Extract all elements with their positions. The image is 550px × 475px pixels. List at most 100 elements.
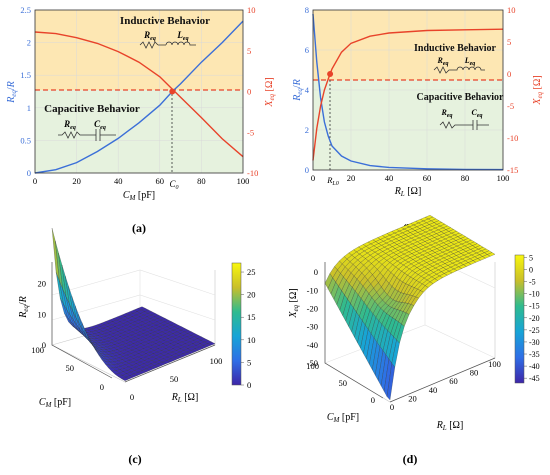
panel-a-label: (a) bbox=[132, 221, 146, 235]
panel-b-inductive-label: Inductive Behavior bbox=[414, 43, 497, 54]
panel-c-x-tick-label: 100 bbox=[210, 356, 223, 366]
panel-a-x-tick-label: 0 bbox=[33, 176, 37, 186]
panel-d-zlabel: Xeq [Ω] bbox=[288, 288, 300, 318]
panel-a-capacitor-symbol bbox=[58, 129, 116, 141]
panel-d-colorbar-tick-label: 5 bbox=[529, 253, 533, 262]
panel-d-x-tick-label: 0 bbox=[390, 402, 394, 412]
panel-c-colorbar-tick-label: 20 bbox=[247, 290, 256, 300]
panel-d-x-tick-label: 40 bbox=[429, 385, 438, 395]
panel-b-yright-tick-label: 10 bbox=[507, 5, 516, 15]
panel-d-axis-lines bbox=[324, 262, 496, 403]
panel-c-zlabel: Req/R bbox=[18, 296, 30, 319]
panel-d-x-tick-label: 20 bbox=[408, 393, 417, 403]
panel-d-z-tick-label: -10 bbox=[307, 285, 318, 295]
panel-d-y-tick-label: 100 bbox=[306, 361, 319, 371]
panel-a-ticks: 0 20 40 60 80 100 0 0.5 1 1.5 2 2.5 -10 -5 0 5 10 C0 bbox=[20, 5, 258, 191]
panel-b-x-tick-label: 60 bbox=[423, 173, 432, 183]
panel-d-x-tick-label: 80 bbox=[470, 368, 479, 378]
panel-a-yleft-tick-label: 2.5 bbox=[20, 5, 31, 15]
panel-b: 0 20 40 60 80 100 0 2 4 6 8 -15 -10 -5 0 5 10 RL0 Inducti… bbox=[292, 5, 544, 235]
panel-d-x-tick-label: 100 bbox=[488, 359, 501, 369]
panel-c-label: (c) bbox=[128, 452, 141, 466]
panel-a-inductive-region bbox=[35, 10, 243, 90]
panel-a-series-blue-line bbox=[34, 20, 244, 174]
panel-d-z-tick-label: -50 bbox=[307, 358, 318, 368]
panel-b-req-label-2: Req bbox=[440, 108, 452, 119]
panel-a-inductive-label: Inductive Behavior bbox=[120, 15, 210, 27]
panel-c-surface bbox=[51, 228, 216, 381]
panel-d-colorbar-tick-label: -25 bbox=[529, 326, 540, 335]
panel-c-y-tick-label: 0 bbox=[100, 382, 104, 392]
panel-d-colorbar-ticks: 5 0 -5 -10 -15 -20 -25 -30 -35 -40 -45 bbox=[524, 253, 540, 383]
panel-b-yright-tick-label: -10 bbox=[507, 133, 518, 143]
panel-a-ylabel-left: Req/R bbox=[6, 81, 18, 104]
panel-c-y-tick-label: 50 bbox=[66, 363, 75, 373]
panel-a-ylabel-right: Xeq [Ω] bbox=[264, 77, 276, 107]
panel-b-ylabel-right: Xeq [Ω] bbox=[532, 75, 544, 105]
panel-a-x-tick-label: 20 bbox=[72, 176, 81, 186]
panel-a-x-tick-label: 60 bbox=[156, 176, 165, 186]
panel-b-yright-tick-label: -5 bbox=[507, 101, 514, 111]
panel-a-x-tick-label: 80 bbox=[197, 176, 206, 186]
panel-b-yright-tick-label: 5 bbox=[507, 37, 511, 47]
panel-d-surface bbox=[324, 215, 496, 401]
panel-b-ylabel-left: Req/R bbox=[292, 79, 304, 102]
panel-d-ticks: -50 -40 -30 -20 -10 0 0 50 100 0 20 40 60 80 100 bbox=[306, 267, 501, 412]
panel-a-ceq-label: Ceq bbox=[94, 119, 106, 131]
panel-b-yleft-tick-label: 4 bbox=[305, 85, 310, 95]
panel-b-yleft-tick-label: 8 bbox=[305, 5, 309, 15]
panel-a-c0-tick-label: C0 bbox=[169, 179, 178, 191]
panel-c-z-tick-label: 20 bbox=[38, 279, 47, 289]
panel-b-rl0-tick-label: RL0 bbox=[326, 175, 339, 187]
panel-d-colorbar-tick-label: -5 bbox=[529, 278, 536, 287]
panel-d-y-tick-label: 50 bbox=[339, 378, 348, 388]
panel-b-leq-label: Leq bbox=[464, 56, 476, 67]
panel-b-series-red-line bbox=[312, 28, 504, 161]
panel-c-colorbar-tick-label: 0 bbox=[247, 380, 251, 390]
panel-c-colorbar-tick-label: 25 bbox=[247, 267, 256, 277]
panel-c-colorbar-ticks: 0 5 10 15 20 25 bbox=[241, 267, 256, 390]
panel-d-surface-facet bbox=[386, 362, 395, 401]
panel-d-z-tick-label: -30 bbox=[307, 322, 318, 332]
panel-b-ceq-label: Ceq bbox=[471, 108, 482, 119]
panel-a-capacitive-label: Capacitive Behavior bbox=[44, 103, 140, 115]
panel-a-series-red-line bbox=[34, 31, 244, 158]
panel-d-colorbar bbox=[514, 254, 525, 384]
panel-d-y-tick-label: 0 bbox=[371, 395, 375, 405]
panel-b-inductive-region bbox=[313, 10, 503, 80]
panel-d-colorbar-tick-label: -20 bbox=[529, 314, 540, 323]
panel-a-x-tick-label: 40 bbox=[114, 176, 123, 186]
panel-b-x-tick-label: 80 bbox=[461, 173, 470, 183]
panel-a-x-tick-label: 100 bbox=[237, 176, 250, 186]
panel-b-yleft-tick-label: 0 bbox=[305, 165, 309, 175]
panel-c-ylabel: CM [pF] bbox=[39, 397, 71, 409]
panel-d-colorbar-tick-label: 0 bbox=[529, 265, 533, 274]
panel-b-capacitive-label: Capacitive Behavior bbox=[417, 92, 504, 103]
panel-a-yright-tick-label: 10 bbox=[247, 5, 256, 15]
panel-c-colorbar-tick-label: 10 bbox=[247, 335, 256, 345]
panel-b-x-tick-label: 100 bbox=[497, 173, 510, 183]
panel-d-colorbar-tick-label: -30 bbox=[529, 338, 540, 347]
panel-a-yleft-tick-label: 0 bbox=[27, 168, 31, 178]
panel-b-inductor-symbol bbox=[433, 66, 485, 74]
panel-b-yleft-tick-label: 6 bbox=[305, 45, 309, 55]
panel-a-yleft-tick-label: 2 bbox=[27, 38, 31, 48]
panel-d-z-tick-label: -20 bbox=[307, 303, 318, 313]
panel-b-xlabel: RL [Ω] bbox=[394, 186, 422, 198]
panel-c-z-tick-label: 10 bbox=[38, 309, 47, 319]
panel-a-yleft-tick-label: 1.5 bbox=[20, 70, 31, 80]
panel-a: 0 20 40 60 80 100 0 0.5 1 1.5 2 2.5 -10 -5 0 5 10 C0 Indu… bbox=[6, 5, 276, 235]
panel-a-xlabel: CM [pF] bbox=[123, 190, 155, 202]
panel-c-axis-lines bbox=[51, 262, 216, 383]
panel-d-colorbar-tick-label: -15 bbox=[529, 302, 540, 311]
panel-d-z-tick-label: 0 bbox=[314, 267, 318, 277]
panel-b-yright-tick-label: -15 bbox=[507, 165, 518, 175]
panel-d-x-tick-label: 60 bbox=[449, 376, 458, 386]
panel-b-yright-tick-label: 0 bbox=[507, 69, 511, 79]
panel-d-colorbar-tick-label: -10 bbox=[529, 290, 540, 299]
